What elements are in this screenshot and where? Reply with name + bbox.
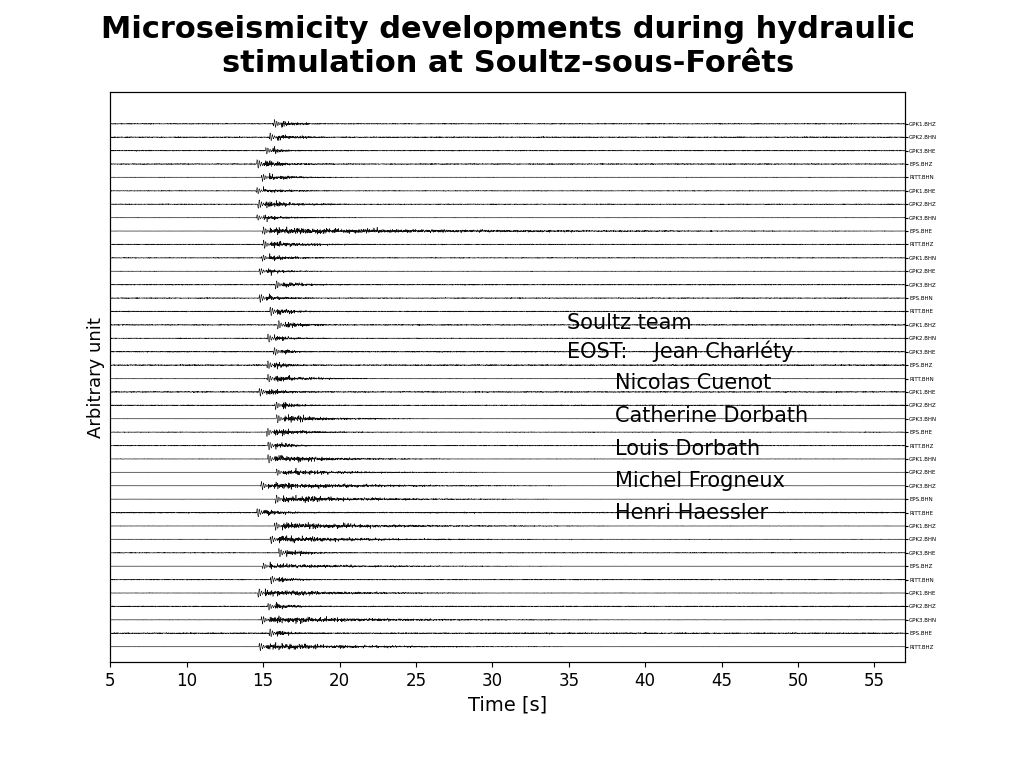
- Text: Catherine Dorbath: Catherine Dorbath: [615, 406, 808, 426]
- Text: Henri Haessler: Henri Haessler: [615, 503, 768, 523]
- X-axis label: Time [s]: Time [s]: [468, 696, 547, 714]
- Text: EOST:    Jean Charléty: EOST: Jean Charléty: [567, 341, 794, 362]
- Text: Soultz team: Soultz team: [567, 313, 692, 333]
- Text: Michel Frogneux: Michel Frogneux: [615, 471, 784, 491]
- Text: Louis Dorbath: Louis Dorbath: [615, 439, 760, 458]
- Title: Microseismicity developments during hydraulic
stimulation at Soultz-sous-Forêts: Microseismicity developments during hydr…: [100, 15, 914, 78]
- Y-axis label: Arbitrary unit: Arbitrary unit: [87, 317, 104, 438]
- Text: Nicolas Cuenot: Nicolas Cuenot: [615, 373, 771, 393]
